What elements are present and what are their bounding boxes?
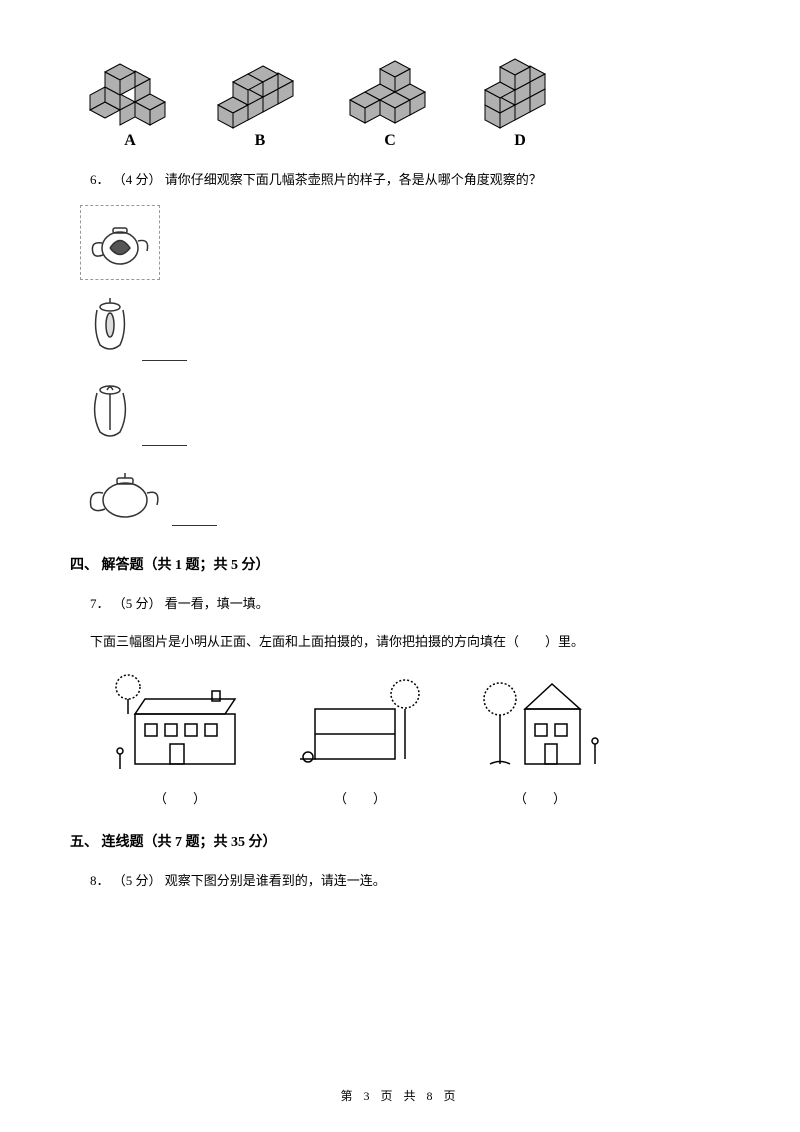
cube-label-a: A [124,132,136,150]
teapot-2 [80,290,730,365]
q8-points: （5 分） [113,873,162,888]
house-3-paren[interactable]: （ ） [514,788,566,807]
cube-options-row: A B C [80,40,730,150]
cube-option-b: B [210,40,310,150]
q8-text: 观察下图分别是谁看到的，请连一连。 [165,873,386,888]
house-3: （ ） [470,669,610,807]
question-7: 7． （5 分） 看一看，填一填。 [90,592,730,615]
house-1-svg [110,669,250,784]
teapot-2-img [80,290,140,365]
teapot-4-img [80,460,170,530]
cube-option-c: C [340,40,440,150]
cube-label-d: D [514,132,526,150]
q7-points: （5 分） [113,596,162,611]
house-1: （ ） [110,669,250,807]
section-4-heading: 四、 解答题（共 1 题；共 5 分） [70,554,730,574]
cube-label-b: B [255,132,266,150]
question-8: 8． （5 分） 观察下图分别是谁看到的，请连一连。 [90,869,730,892]
teapot-4-blank[interactable] [172,525,217,526]
house-row: （ ） （ ） （ ） [110,669,730,807]
cube-c-svg [340,40,440,130]
page-footer: 第 3 页 共 8 页 [0,1087,800,1104]
teapot-3 [80,375,730,450]
teapot-3-img [80,375,140,450]
cube-option-a: A [80,40,180,150]
house-1-paren[interactable]: （ ） [154,788,206,807]
teapot-1 [80,205,730,280]
q6-number: 6． [90,172,110,187]
house-2: （ ） [290,669,430,807]
q7-number: 7． [90,596,110,611]
teapot-4 [80,460,730,530]
house-2-paren[interactable]: （ ） [334,788,386,807]
teapot-column [80,205,730,530]
house-2-svg [290,669,430,784]
teapot-2-blank[interactable] [142,360,187,361]
q6-points: （4 分） [113,172,162,187]
section-5-heading: 五、 连线题（共 7 题；共 35 分） [70,831,730,851]
cube-label-c: C [384,132,396,150]
q7-text2: 下面三幅图片是小明从正面、左面和上面拍摄的，请你把拍摄的方向填在（ ）里。 [90,630,730,653]
question-6: 6． （4 分） 请你仔细观察下面几幅茶壶照片的样子，各是从哪个角度观察的？ [90,168,730,191]
teapot-3-blank[interactable] [142,445,187,446]
q8-number: 8． [90,873,110,888]
q6-text: 请你仔细观察下面几幅茶壶照片的样子，各是从哪个角度观察的？ [165,172,542,187]
house-3-svg [470,669,610,784]
q7-text1: 看一看，填一填。 [165,596,269,611]
cube-option-d: D [470,40,570,150]
teapot-1-img [80,205,160,280]
cube-b-svg [210,40,310,130]
cube-a-svg [80,40,180,130]
cube-d-svg [470,40,570,130]
